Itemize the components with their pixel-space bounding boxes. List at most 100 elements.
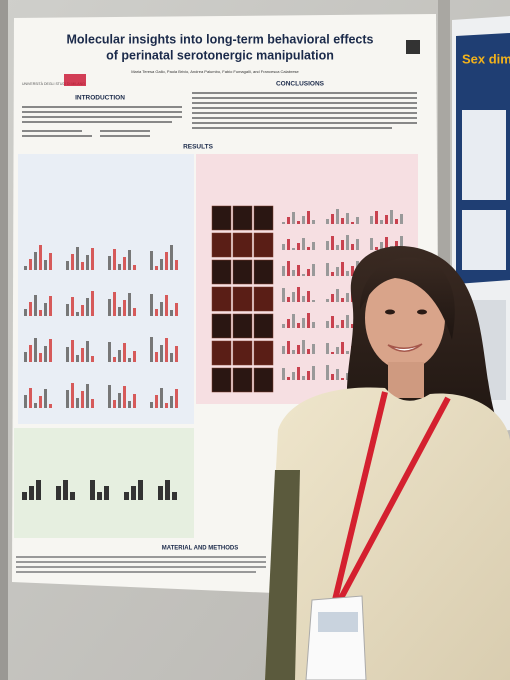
microscopy-image (253, 313, 274, 339)
figure-bar (66, 304, 69, 316)
figure-bar (302, 318, 305, 328)
text-line (22, 130, 82, 132)
figure-bar (341, 342, 344, 354)
figure-bar (287, 239, 290, 250)
figure-bar (36, 480, 41, 500)
figure-bar (22, 492, 27, 500)
figure-bar (395, 219, 398, 224)
figure-bar (150, 251, 153, 270)
figure-bar (39, 310, 42, 316)
figure-bar (150, 294, 153, 316)
figure-bar (39, 245, 42, 270)
figure-bar (86, 255, 89, 270)
figure-bar (76, 355, 79, 362)
text-line (192, 117, 417, 119)
figure-bar (326, 321, 329, 328)
microscopy-image (211, 205, 232, 231)
figure-bar (118, 264, 121, 270)
figure-bar (297, 345, 300, 354)
board-frame (0, 0, 8, 680)
figure-bar (282, 324, 285, 328)
figure-bar (326, 263, 329, 276)
figure-bar (91, 356, 94, 362)
figure-bar (34, 403, 37, 408)
figure-bar (346, 293, 349, 302)
text-line (22, 121, 172, 123)
figure-bar (282, 368, 285, 380)
figure-bar (331, 236, 334, 250)
figure-bar (133, 351, 136, 362)
figure-bar (165, 480, 170, 500)
figure-bar (108, 299, 111, 316)
figure-bar (375, 211, 378, 224)
figure-bar (312, 220, 315, 224)
figure-bar (150, 337, 153, 362)
text-line (16, 561, 266, 563)
figure-bar (336, 209, 339, 224)
figure-bar (395, 241, 398, 250)
figure-bar (331, 294, 334, 302)
microscopy-image (211, 367, 232, 393)
figure-bar (160, 388, 163, 408)
figure-bar (172, 492, 177, 500)
figure-bar (336, 289, 339, 302)
figure-bar (282, 222, 285, 224)
figure-bar (351, 244, 354, 250)
figure-bar (71, 340, 74, 362)
figure-bar (390, 210, 393, 224)
poster-authors: Maria Teresa Gallo, Paola Brivio, Andrea… (131, 69, 299, 74)
figure-bar (160, 345, 163, 362)
figure-bar (44, 303, 47, 316)
microscopy-image (211, 340, 232, 366)
text-line (192, 102, 417, 104)
figure-bar (312, 322, 315, 328)
neighbor-text-block (462, 110, 506, 200)
text-line (22, 106, 182, 108)
figure-bar (346, 213, 349, 224)
text-line (16, 566, 266, 568)
figure-bar (312, 300, 315, 302)
figure-bar (326, 219, 329, 224)
figure-bar (133, 308, 136, 316)
figure-bar (346, 235, 349, 250)
figure-bar (34, 295, 37, 316)
figure-bar (341, 218, 344, 224)
figure-bar (34, 252, 37, 270)
microscopy-image (232, 286, 253, 312)
text-line (192, 107, 417, 109)
figure-bar (123, 343, 126, 362)
microscopy-image (232, 205, 253, 231)
figure-bar (346, 373, 349, 380)
figure-bar (66, 261, 69, 270)
figure-bar (158, 486, 163, 500)
sleeve-shadow (265, 470, 300, 680)
figure-bar (336, 369, 339, 380)
figure-bar (341, 240, 344, 250)
figure-bar (90, 480, 95, 500)
microscopy-image (211, 259, 232, 285)
figure-bar (292, 270, 295, 276)
figure-bar (113, 357, 116, 362)
figure-bar (341, 262, 344, 276)
text-line (22, 111, 182, 113)
microscopy-image (211, 286, 232, 312)
neighbor-text-block (462, 210, 506, 270)
figure-bar (76, 247, 79, 270)
figure-bar (128, 358, 131, 362)
face (365, 266, 445, 370)
figure-bar (86, 384, 89, 408)
text-line (100, 135, 150, 137)
figure-bar (326, 299, 329, 302)
figure-bar (118, 350, 121, 362)
figure-bar (70, 492, 75, 500)
text-lines (22, 92, 417, 137)
figure-bar (287, 377, 290, 380)
figure-bar (49, 404, 52, 408)
figure-bar (292, 248, 295, 250)
figure-bar (312, 264, 315, 276)
figure-bar (175, 303, 178, 316)
figure-bar (49, 296, 52, 316)
figure-bar (175, 346, 178, 362)
figure-bar (312, 344, 315, 354)
figure-bar (351, 222, 354, 224)
